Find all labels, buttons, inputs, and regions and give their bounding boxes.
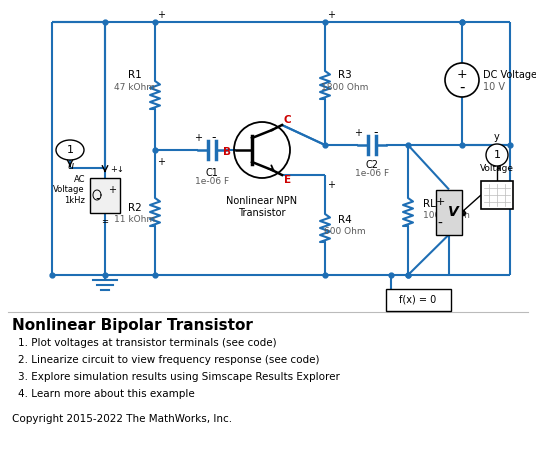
Text: +: + bbox=[194, 133, 202, 143]
Circle shape bbox=[486, 144, 508, 166]
Text: 1: 1 bbox=[494, 150, 501, 160]
Text: +: + bbox=[327, 180, 335, 190]
Text: +: + bbox=[157, 10, 165, 20]
Text: Load
Voltage: Load Voltage bbox=[480, 153, 514, 173]
Text: y: y bbox=[494, 132, 500, 142]
Text: B: B bbox=[223, 147, 231, 157]
Ellipse shape bbox=[56, 140, 84, 160]
Text: -: - bbox=[459, 80, 465, 94]
Text: +: + bbox=[327, 10, 335, 20]
Text: 4. Learn more about this example: 4. Learn more about this example bbox=[18, 389, 195, 399]
Text: 1: 1 bbox=[66, 145, 73, 155]
Text: C: C bbox=[284, 115, 292, 125]
Text: E: E bbox=[284, 175, 291, 185]
Text: 2. Linearize circuit to view frequency response (see code): 2. Linearize circuit to view frequency r… bbox=[18, 355, 319, 365]
Text: 1e-06 F: 1e-06 F bbox=[195, 177, 229, 186]
Text: AC
Voltage
1kHz: AC Voltage 1kHz bbox=[54, 175, 85, 205]
Text: Nonlinear Bipolar Transistor: Nonlinear Bipolar Transistor bbox=[12, 318, 253, 333]
Text: +: + bbox=[354, 128, 362, 138]
Text: R1: R1 bbox=[128, 70, 142, 80]
Text: R3: R3 bbox=[338, 70, 352, 80]
Text: +: + bbox=[157, 157, 165, 167]
Text: 600 Ohm: 600 Ohm bbox=[324, 228, 366, 237]
Text: 100 kOhm: 100 kOhm bbox=[423, 212, 470, 220]
Text: +: + bbox=[435, 197, 445, 207]
Text: 47 kOhm: 47 kOhm bbox=[115, 82, 155, 91]
Text: +↓: +↓ bbox=[110, 165, 124, 174]
Bar bbox=[90, 177, 120, 212]
Text: 1e-06 F: 1e-06 F bbox=[355, 169, 389, 178]
Text: C2: C2 bbox=[366, 160, 378, 170]
Text: RL: RL bbox=[423, 199, 436, 209]
Text: -: - bbox=[437, 217, 442, 231]
Text: C1: C1 bbox=[206, 168, 219, 178]
Text: 1800 Ohm: 1800 Ohm bbox=[321, 82, 369, 91]
Text: =: = bbox=[101, 217, 108, 226]
Bar bbox=[436, 189, 462, 234]
Text: R2: R2 bbox=[128, 203, 142, 213]
Text: DC Voltage: DC Voltage bbox=[483, 70, 536, 80]
Text: Copyright 2015-2022 The MathWorks, Inc.: Copyright 2015-2022 The MathWorks, Inc. bbox=[12, 414, 232, 424]
Text: 11 kOhm: 11 kOhm bbox=[115, 216, 155, 225]
Text: 1. Plot voltages at transistor terminals (see code): 1. Plot voltages at transistor terminals… bbox=[18, 338, 277, 348]
Text: u: u bbox=[67, 161, 73, 171]
Text: -: - bbox=[212, 131, 216, 144]
Text: +: + bbox=[108, 185, 116, 195]
Text: Nonlinear NPN
Transistor: Nonlinear NPN Transistor bbox=[226, 196, 297, 218]
Text: V: V bbox=[448, 205, 458, 219]
Text: -: - bbox=[96, 193, 100, 206]
Bar bbox=[481, 181, 513, 209]
Text: f(x) = 0: f(x) = 0 bbox=[399, 295, 437, 305]
Text: 10 V: 10 V bbox=[483, 82, 505, 92]
Bar bbox=[385, 289, 450, 311]
Text: -: - bbox=[374, 126, 378, 140]
Text: +: + bbox=[457, 68, 467, 81]
Text: R4: R4 bbox=[338, 215, 352, 225]
Text: 3. Explore simulation results using Simscape Results Explorer: 3. Explore simulation results using Sims… bbox=[18, 372, 340, 382]
